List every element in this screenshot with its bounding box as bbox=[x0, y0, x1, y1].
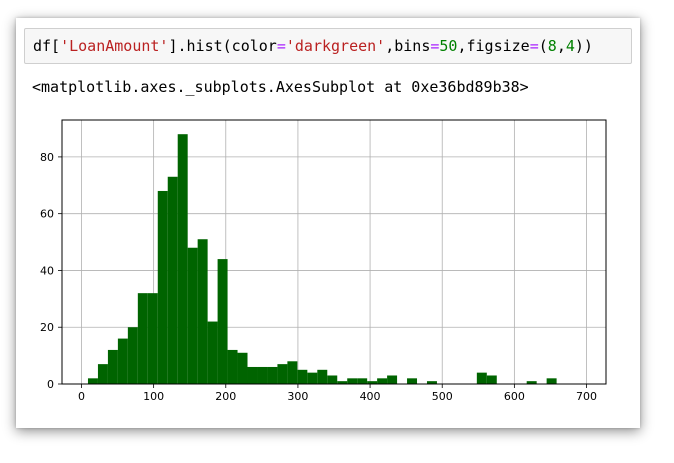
histogram-bar bbox=[117, 338, 128, 384]
histogram-bar bbox=[107, 349, 118, 384]
histogram-bar bbox=[297, 369, 308, 384]
histogram-bar bbox=[247, 366, 258, 384]
y-tick-label: 20 bbox=[40, 321, 54, 334]
histogram-bar bbox=[357, 378, 368, 384]
histogram-bar bbox=[177, 134, 188, 384]
histogram-bar bbox=[267, 366, 278, 384]
histogram-bar bbox=[387, 375, 398, 384]
code-token: ,bins bbox=[385, 37, 431, 55]
x-tick-label: 400 bbox=[360, 390, 381, 403]
code-token: ,figsize bbox=[457, 37, 530, 55]
histogram-bar bbox=[217, 259, 228, 384]
histogram-bar bbox=[407, 378, 418, 384]
histogram-bar bbox=[237, 352, 248, 384]
histogram-bar bbox=[287, 361, 298, 384]
histogram-bar bbox=[526, 381, 537, 384]
axes-frame bbox=[61, 119, 607, 385]
histogram-bar bbox=[546, 378, 557, 384]
histogram-bar bbox=[377, 378, 388, 384]
y-tick-label: 80 bbox=[40, 151, 54, 164]
x-tick-label: 300 bbox=[287, 390, 308, 403]
code-token: 4 bbox=[565, 37, 575, 55]
output-text: <matplotlib.axes._subplots.AxesSubplot a… bbox=[32, 78, 529, 96]
histogram-bar bbox=[476, 372, 487, 384]
x-tick-label: 100 bbox=[143, 390, 164, 403]
histogram-bar bbox=[307, 372, 318, 384]
code-token: 50 bbox=[439, 37, 458, 55]
histogram-bar bbox=[197, 239, 208, 384]
x-tick-label: 200 bbox=[215, 390, 236, 403]
y-tick-label: 40 bbox=[40, 264, 54, 277]
histogram-bar bbox=[317, 369, 328, 384]
histogram-bar bbox=[187, 247, 198, 384]
histogram-bar bbox=[347, 378, 358, 384]
code-input-cell[interactable]: df['LoanAmount'].hist(color ='darkgreen',… bbox=[24, 28, 632, 64]
x-tick-label: 500 bbox=[432, 390, 453, 403]
histogram-bar bbox=[327, 375, 338, 384]
histogram-bar bbox=[227, 349, 238, 384]
histogram-bar bbox=[426, 381, 437, 384]
code-token: = bbox=[430, 37, 440, 55]
histogram-bar bbox=[337, 381, 348, 384]
histogram-bars bbox=[87, 134, 557, 384]
code-token: df[ bbox=[33, 37, 61, 55]
y-tick-label: 60 bbox=[40, 208, 54, 221]
histogram-bar bbox=[87, 378, 98, 384]
x-tick-label: 600 bbox=[504, 390, 525, 403]
code-token: 8 bbox=[547, 37, 557, 55]
histogram-bar bbox=[207, 321, 218, 384]
histogram-bar bbox=[367, 381, 378, 384]
histogram-bar bbox=[257, 366, 268, 384]
code-token: ].hist(color bbox=[168, 37, 277, 55]
histogram-bar bbox=[147, 293, 158, 384]
x-tick-label: 0 bbox=[78, 390, 85, 403]
code-token: ( bbox=[538, 37, 548, 55]
histogram-bar bbox=[157, 190, 168, 384]
histogram-bar bbox=[97, 364, 108, 384]
histogram-chart: 0 100 200 300 400 500 600 700 0 20 40 60 80 bbox=[40, 119, 607, 403]
histogram-bar bbox=[127, 327, 138, 384]
histogram-bar bbox=[137, 293, 148, 384]
x-tick-label: 700 bbox=[576, 390, 597, 403]
histogram-bar bbox=[277, 364, 288, 384]
code-token: , bbox=[556, 37, 566, 55]
histogram-bar bbox=[486, 375, 497, 384]
axis-ticks: 0 100 200 300 400 500 600 700 0 20 40 60 80 bbox=[40, 151, 597, 403]
code-token: 'LoanAmount' bbox=[60, 37, 169, 55]
code-token: )) bbox=[574, 37, 593, 55]
notebook-cell-card: df['LoanAmount'].hist(color ='darkgreen',… bbox=[16, 18, 640, 428]
code-token: = bbox=[276, 37, 286, 55]
code-token: 'darkgreen' bbox=[285, 37, 386, 55]
y-tick-label: 0 bbox=[47, 378, 54, 391]
code-token: = bbox=[529, 37, 539, 55]
histogram-bar bbox=[167, 176, 178, 384]
